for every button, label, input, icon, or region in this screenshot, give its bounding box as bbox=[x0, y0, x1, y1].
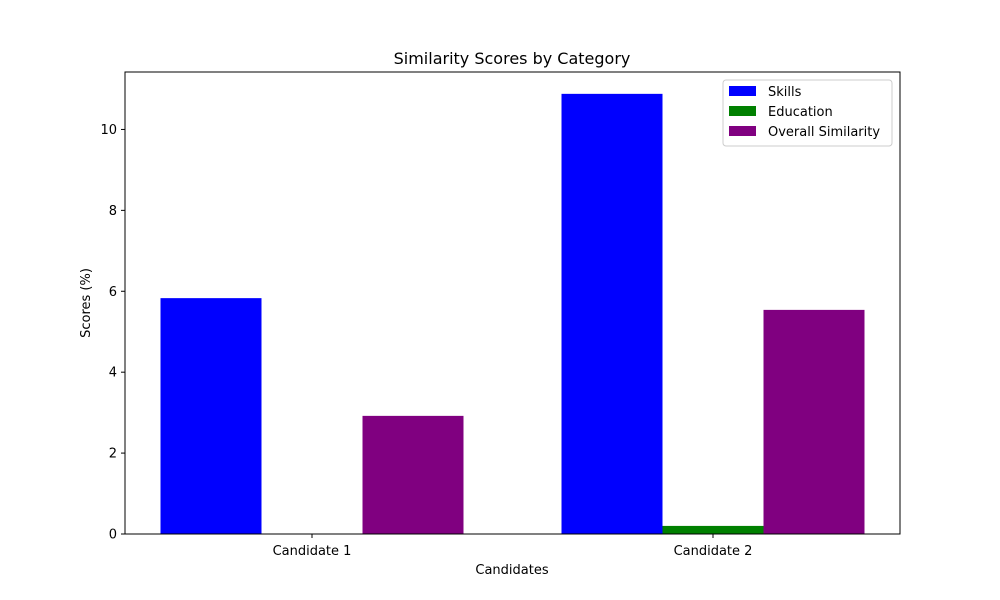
y-axis-label: Scores (%) bbox=[79, 268, 94, 338]
y-tick-label: 4 bbox=[109, 366, 117, 381]
legend-swatch-education bbox=[729, 106, 756, 116]
y-tick-label: 6 bbox=[109, 285, 117, 300]
legend-swatch-overall-similarity bbox=[729, 126, 756, 136]
legend-label-education: Education bbox=[768, 105, 833, 120]
legend: Skills Education Overall Similarity bbox=[722, 79, 893, 147]
legend-frame bbox=[722, 79, 893, 147]
y-tick-label: 2 bbox=[109, 447, 117, 462]
y-axis-ticks: 0 2 4 6 8 10 bbox=[100, 123, 125, 543]
x-tick-label: Candidate 2 bbox=[674, 544, 753, 559]
plot-frame bbox=[124, 71, 901, 535]
bar-education-2 bbox=[662, 525, 764, 534]
legend-label-skills: Skills bbox=[768, 85, 802, 100]
legend-swatch-skills bbox=[729, 86, 756, 96]
y-tick-label: 8 bbox=[109, 204, 117, 219]
bar-skills-2 bbox=[561, 93, 663, 534]
x-axis-ticks: Candidate 1 Candidate 2 bbox=[273, 534, 753, 559]
x-axis-label: Candidates bbox=[475, 563, 548, 578]
legend-label-overall-similarity: Overall Similarity bbox=[768, 125, 880, 140]
bar-overall-similarity-1 bbox=[362, 415, 464, 534]
bar-skills-1 bbox=[160, 298, 262, 534]
bars-group bbox=[160, 93, 865, 534]
chart-title: Similarity Scores by Category bbox=[394, 49, 631, 68]
x-tick-label: Candidate 1 bbox=[273, 544, 352, 559]
y-tick-label: 10 bbox=[100, 123, 117, 138]
y-tick-label: 0 bbox=[109, 528, 117, 543]
bar-overall-similarity-2 bbox=[763, 309, 865, 534]
